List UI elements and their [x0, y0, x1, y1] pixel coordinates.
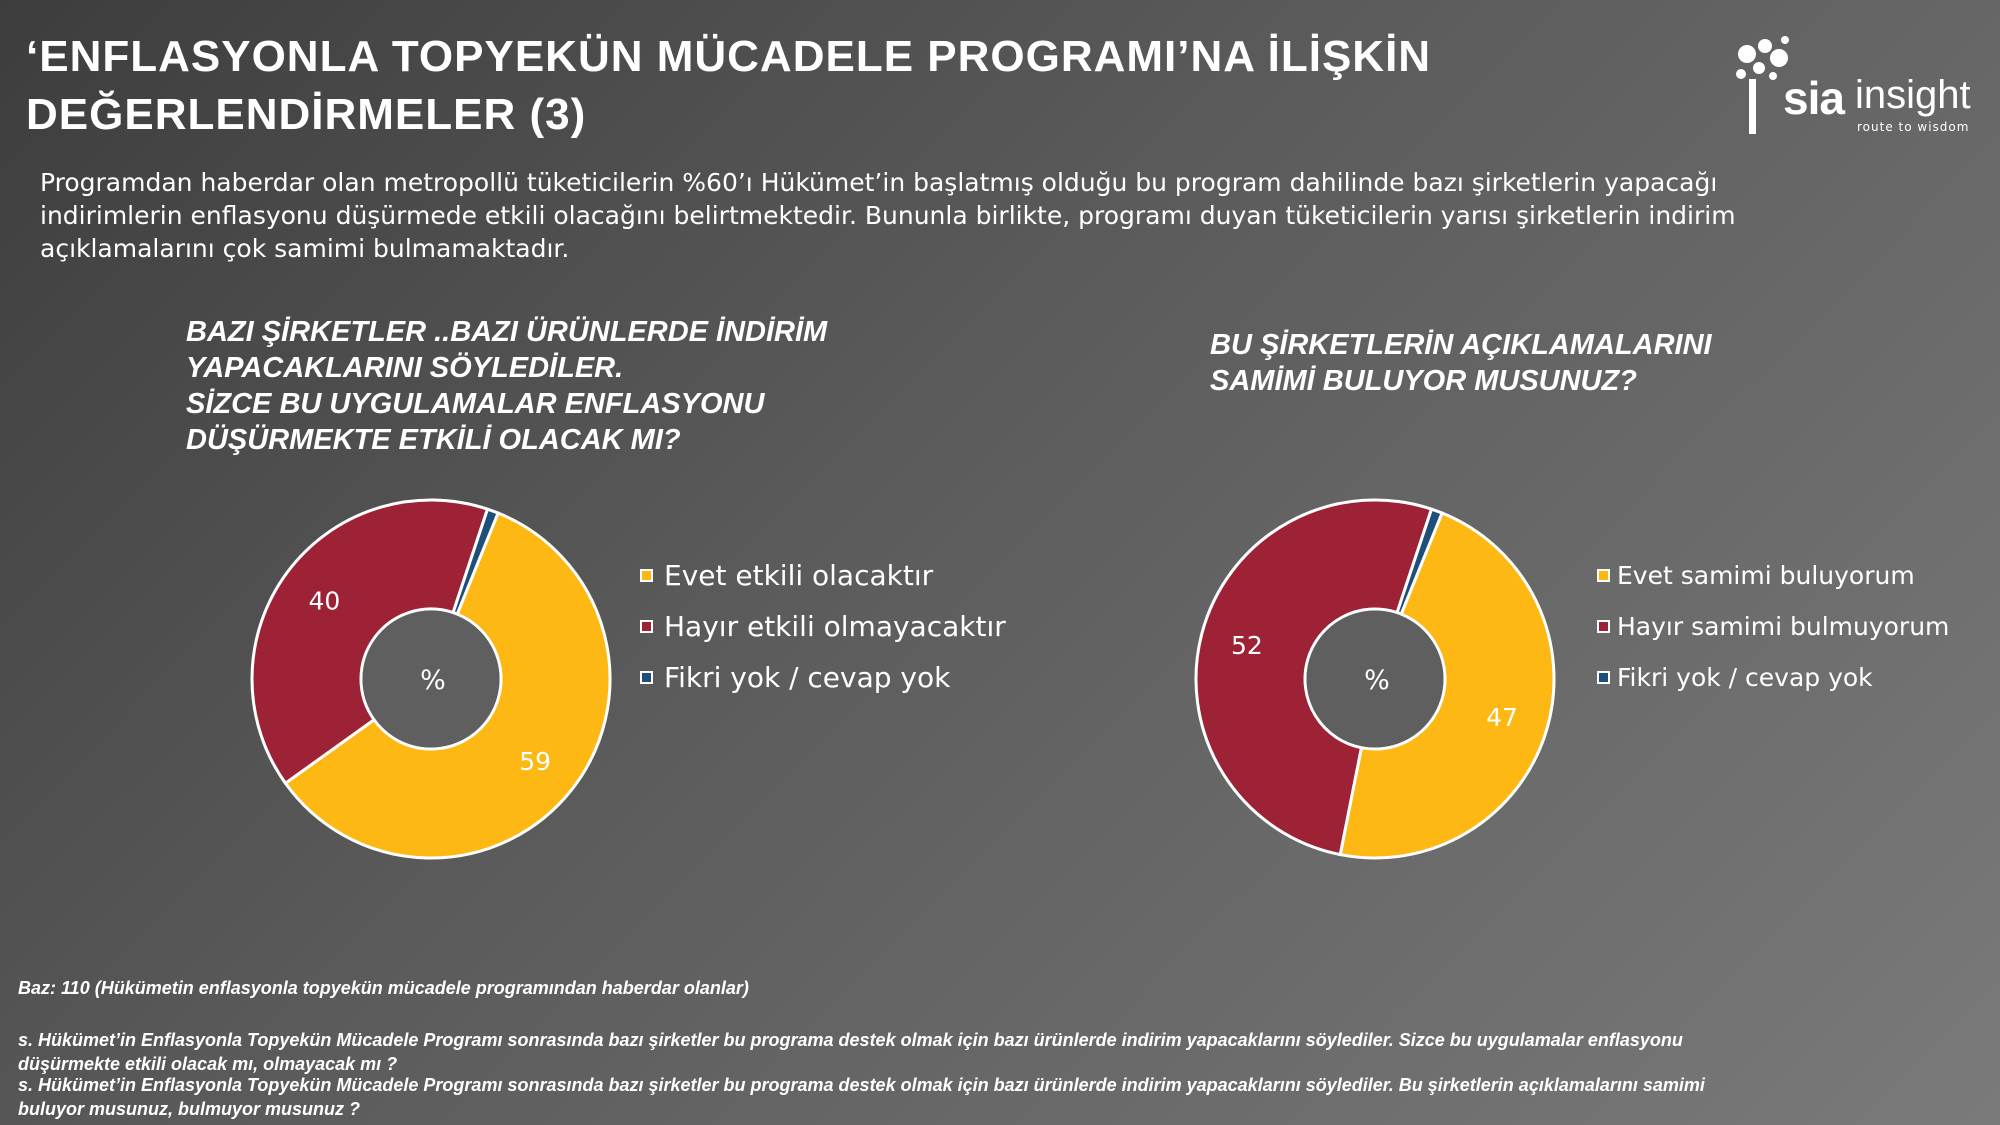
question-1-line: YAPACAKLARINI SÖYLEDİLER.: [186, 352, 624, 384]
footnote-2-line-1: s. Hükümet’in Enflasyonla Topyekün Mücad…: [18, 1075, 1705, 1095]
question-1: BAZI ŞİRKETLER ..BAZI ÜRÜNLERDE İNDİRİM …: [186, 314, 886, 458]
legend-label: Evet samimi buluyorum: [1617, 561, 1915, 590]
legend-swatch-yellow: [1597, 569, 1610, 582]
question-2-line: SAMİMİ BULUYOR MUSUNUZ?: [1210, 365, 1637, 397]
legend-swatch-red: [1597, 620, 1610, 633]
tree-logo-icon: [1736, 36, 1789, 134]
legend-label: Fikri yok / cevap yok: [1617, 663, 1873, 692]
question-2-line: BU ŞİRKETLERİN AÇIKLAMALARINI: [1210, 329, 1712, 361]
footnote-1: s. Hükümet’in Enflasyonla Topyekün Mücad…: [18, 1028, 1918, 1076]
legend-label: Hayır samimi bulmuyorum: [1617, 612, 1950, 641]
chart-1-slice-yes: [283, 511, 612, 860]
chart-2-center-label: %: [1364, 665, 1390, 696]
legend-swatch-blue: [1597, 671, 1610, 684]
chart-2-data-label-yes: 47: [1486, 703, 1518, 732]
legend-swatch-yellow: [640, 569, 653, 582]
chart-1-slice-no: [250, 498, 490, 786]
footnote-2: s. Hükümet’in Enflasyonla Topyekün Mücad…: [18, 1073, 1918, 1121]
legend-swatch-red: [640, 620, 653, 633]
question-1-line: SİZCE BU UYGULAMALAR ENFLASYONU: [186, 388, 765, 420]
chart-1-data-label-no: 40: [308, 586, 340, 615]
footnote-1-line-2: düşürmekte etkili olacak mı, olmayacak m…: [18, 1054, 398, 1074]
question-1-line: DÜŞÜRMEKTE ETKİLİ OLACAK MI?: [186, 424, 681, 456]
logo-tagline: route to wisdom: [1857, 120, 1970, 134]
title-line-1: ‘ENFLASYONLA TOPYEKÜN MÜCADELE PROGRAMI’…: [26, 32, 1432, 81]
legend-label: Fikri yok / cevap yok: [664, 661, 951, 694]
footnote-1-line-1: s. Hükümet’in Enflasyonla Topyekün Mücad…: [18, 1030, 1683, 1050]
legend-swatch-blue: [640, 671, 653, 684]
logo-word-sia: sia: [1783, 72, 1845, 124]
legend-label: Evet etkili olacaktır: [664, 559, 934, 592]
chart-2-data-label-no: 52: [1231, 631, 1263, 660]
chart-1-slice-no-opinion: [451, 507, 501, 617]
question-2: BU ŞİRKETLERİN AÇIKLAMALARINI SAMİMİ BUL…: [1210, 327, 1860, 399]
intro-text: Programdan haberdar olan metropollü tüke…: [40, 168, 1736, 263]
sia-insight-logo: sia insight route to wisdom: [1735, 28, 1975, 138]
chart-2-slice-no-opinion: [1395, 507, 1445, 617]
legend-label: Hayır etkili olmayacaktır: [664, 610, 1006, 643]
chart-2-slice-yes: [1338, 511, 1556, 860]
chart-1-hole: [362, 610, 500, 748]
base-note: Baz: 110 (Hükümetin enflasyonla topyekün…: [18, 978, 749, 998]
footnote-2-line-2: buluyor musunuz, bulmuyor musunuz ?: [18, 1099, 360, 1119]
chart-1-center-label: %: [420, 665, 446, 696]
logo-word-insight: insight: [1855, 73, 1971, 117]
chart-2-hole: [1306, 610, 1444, 748]
question-1-line: BAZI ŞİRKETLER ..BAZI ÜRÜNLERDE İNDİRİM: [186, 316, 828, 348]
title-line-2: DEĞERLENDİRMELER (3): [26, 90, 587, 139]
chart-1-data-label-yes: 59: [519, 747, 551, 776]
page-title: ‘ENFLASYONLA TOPYEKÜN MÜCADELE PROGRAMI’…: [26, 28, 1626, 144]
chart-2-slice-no: [1194, 498, 1434, 857]
